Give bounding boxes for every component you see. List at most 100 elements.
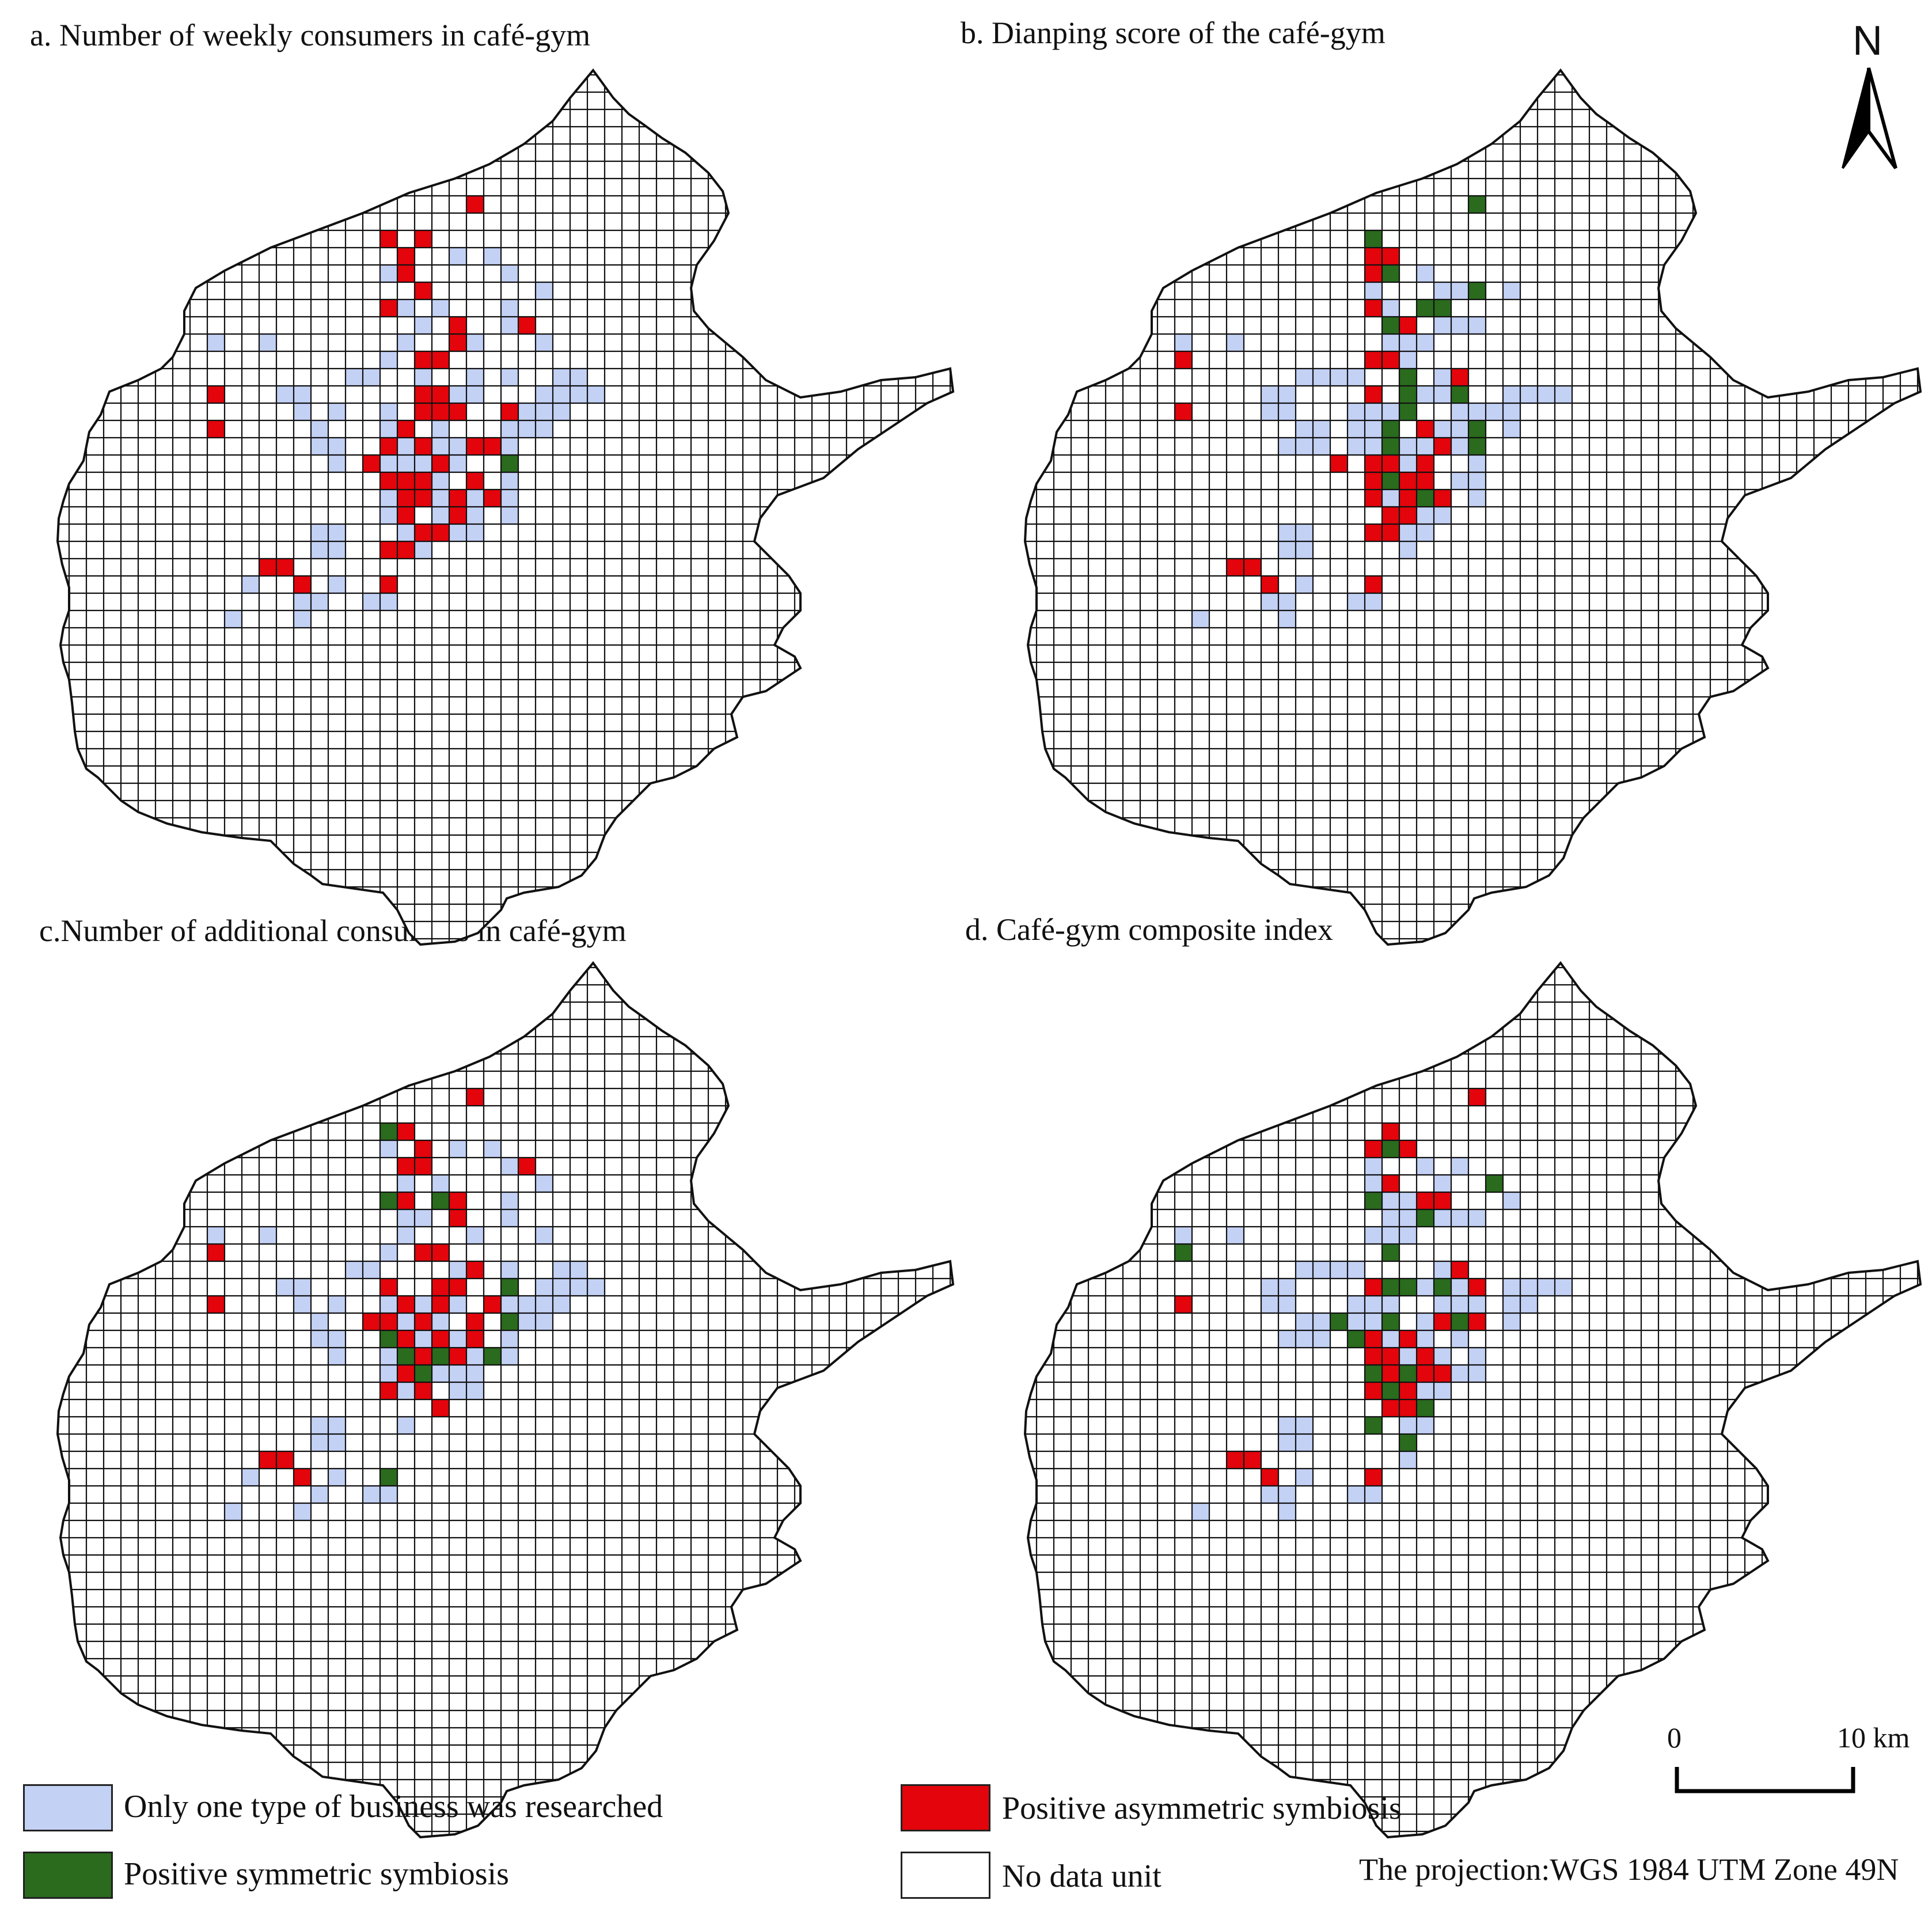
cell-asymmetric [449,317,466,334]
cell-only-one [380,351,397,369]
cell-only-one [1451,1296,1468,1313]
cell-only-one [397,1382,415,1399]
cell-only-one [346,1261,363,1279]
cell-asymmetric [415,1158,432,1175]
cell-only-one [1451,472,1468,490]
cell-only-one [1451,438,1468,455]
cell-only-one [466,386,484,403]
cell-symmetric [1399,1279,1417,1296]
cell-asymmetric [1434,1313,1451,1330]
cell-only-one [553,386,570,403]
cell-only-one [1296,420,1313,438]
cell-only-one [432,1313,449,1330]
cell-asymmetric [380,438,397,455]
cell-only-one [1399,1192,1417,1209]
cell-symmetric [1434,299,1451,317]
cell-symmetric [1468,438,1486,455]
cell-only-one [501,1296,518,1313]
cell-only-one [1468,403,1486,420]
cell-only-one [536,1313,553,1330]
cell-only-one [1348,1261,1365,1279]
cell-asymmetric [432,524,449,541]
cell-only-one [1434,1382,1451,1399]
cell-asymmetric [466,1313,484,1330]
cell-only-one [1399,1227,1417,1244]
cell-asymmetric [449,1209,466,1227]
map-panel-c [56,961,955,1839]
cell-only-one [311,1486,328,1503]
cell-only-one [432,1365,449,1382]
cell-symmetric [1417,1209,1434,1227]
cell-symmetric [1348,1330,1365,1348]
cell-only-one [415,369,432,386]
cell-asymmetric [1434,490,1451,507]
cell-only-one [432,438,449,455]
cell-asymmetric [415,386,432,403]
cell-asymmetric [1244,559,1261,576]
cell-only-one [1382,1227,1399,1244]
cell-only-one [1330,1261,1348,1279]
cell-only-one [1227,334,1244,351]
cell-only-one [536,403,553,420]
cell-symmetric [1382,265,1399,282]
cell-asymmetric [1365,299,1382,317]
cell-only-one [1261,1486,1278,1503]
cell-only-one [553,403,570,420]
cell-only-one [1296,1469,1313,1486]
cell-only-one [449,248,466,265]
cell-only-one [1296,541,1313,559]
cell-only-one [380,507,397,524]
cell-asymmetric [1365,524,1382,541]
map-panel-d [1023,961,1922,1839]
cell-only-one [1417,1330,1434,1348]
cell-only-one [380,1140,397,1158]
cell-only-one [259,1227,276,1244]
cell-asymmetric [1399,490,1417,507]
cell-only-one [1278,1330,1296,1348]
legend-swatch-no-data [901,1852,990,1899]
cell-asymmetric [1417,1348,1434,1365]
panel-c-title: c.Number of additional consumers in café… [39,913,627,948]
cell-only-one [1468,317,1486,334]
cell-only-one [1451,282,1468,299]
cell-only-one [501,299,518,317]
cell-only-one [1538,386,1555,403]
cell-asymmetric [415,438,432,455]
legend-swatch-asymmetric [901,1784,990,1831]
cell-only-one [1538,1279,1555,1296]
cell-symmetric [1382,1382,1399,1399]
cell-only-one [449,455,466,472]
cell-only-one [501,438,518,455]
cell-asymmetric [466,196,484,213]
cell-only-one [1468,1209,1486,1227]
cell-asymmetric [415,1348,432,1365]
cell-only-one [1434,420,1451,438]
cell-only-one [311,541,328,559]
cell-asymmetric [432,1330,449,1348]
cell-only-one [1434,317,1451,334]
cell-asymmetric [1399,317,1417,334]
cell-only-one [1348,1313,1365,1330]
cell-only-one [1399,351,1417,369]
cell-only-one [501,472,518,490]
cell-symmetric [1451,386,1468,403]
cell-asymmetric [397,1330,415,1348]
cell-symmetric [1399,1365,1417,1382]
cell-asymmetric [1365,1348,1382,1365]
cell-asymmetric [1382,524,1399,541]
cell-only-one [1365,593,1382,610]
cell-asymmetric [1399,1399,1417,1417]
cell-only-one [1434,1175,1451,1192]
cell-asymmetric [1434,438,1451,455]
cell-asymmetric [1382,1399,1399,1417]
cell-asymmetric [1365,576,1382,593]
cell-only-one [449,1365,466,1382]
cell-only-one [1417,1279,1434,1296]
cell-only-one [518,403,536,420]
cell-only-one [363,593,380,610]
cell-only-one [1313,438,1330,455]
cell-only-one [1365,438,1382,455]
cell-asymmetric [415,490,432,507]
cell-asymmetric [449,1348,466,1365]
cell-only-one [449,1382,466,1399]
